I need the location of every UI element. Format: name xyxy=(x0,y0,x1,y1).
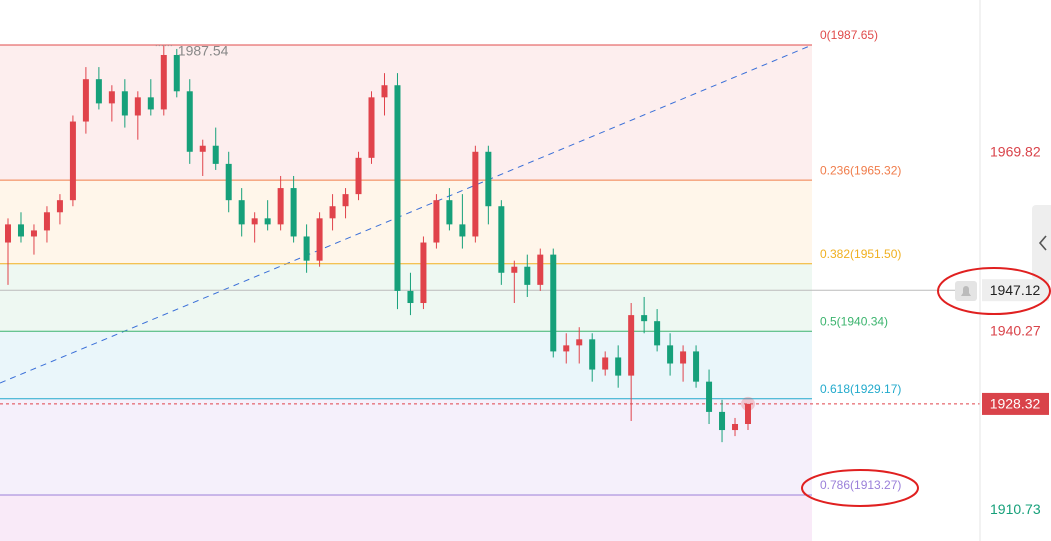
candle-body xyxy=(43,212,50,231)
candle-body xyxy=(602,357,609,370)
candle-body xyxy=(420,242,427,304)
price-axis: 0(1987.65) 0.236(1965.32) 0.382(1951.50) 0.… xyxy=(820,28,1049,517)
fib-label: 0(1987.65) xyxy=(820,28,878,42)
fib-band xyxy=(0,398,812,495)
candle-body xyxy=(121,91,128,116)
candle-body xyxy=(498,206,505,273)
candle-body xyxy=(147,97,154,110)
fib-band xyxy=(0,331,812,399)
candle-body xyxy=(17,224,24,237)
y-tick-label: 1910.73 xyxy=(990,501,1041,517)
price-label-bg xyxy=(982,392,1049,415)
candle-body xyxy=(368,97,375,158)
high-label: 1987.54 xyxy=(178,42,229,58)
trend-line xyxy=(0,44,813,384)
candle-body xyxy=(719,411,726,431)
candle-body xyxy=(394,85,401,291)
price-label: 1928.32 xyxy=(990,396,1041,412)
fib-bands xyxy=(0,45,812,541)
candle-body xyxy=(654,321,661,346)
candle-body xyxy=(511,266,518,273)
candle-body xyxy=(316,218,323,261)
candle-body xyxy=(342,194,349,207)
y-tick-label: 1940.27 xyxy=(990,322,1041,338)
fib-label: 0.618(1929.17) xyxy=(820,382,901,396)
candle-body xyxy=(225,163,232,201)
candle-body xyxy=(550,254,557,352)
candle-body xyxy=(433,200,440,243)
candle-body xyxy=(108,91,115,104)
candle-body xyxy=(407,290,414,304)
fib-label: 0.5(1940.34) xyxy=(820,314,888,328)
bell-icon xyxy=(961,286,971,296)
collapse-tab[interactable] xyxy=(1032,205,1051,280)
collapse-arrow xyxy=(1038,235,1047,251)
candle-body xyxy=(238,200,245,225)
candle-body xyxy=(680,351,687,364)
candle-body xyxy=(186,91,193,152)
candle-body xyxy=(459,224,466,237)
candle-body xyxy=(485,151,492,207)
fib-band xyxy=(0,180,812,264)
candle-body xyxy=(56,200,63,213)
fib-band xyxy=(0,45,812,181)
candle-body xyxy=(82,79,89,122)
candle-body xyxy=(641,315,648,322)
candle-body xyxy=(732,424,739,431)
candle-body xyxy=(537,254,544,285)
price-label: 1947.12 xyxy=(990,282,1041,298)
candle-body xyxy=(446,200,453,225)
fib-band xyxy=(0,263,812,332)
last-price-glow xyxy=(741,396,755,411)
candle-body xyxy=(264,218,271,225)
candle-body xyxy=(355,157,362,195)
fib-label: 0.786(1913.27) xyxy=(820,478,901,492)
candle-body xyxy=(615,357,622,376)
candle-body xyxy=(95,79,102,104)
candle-body xyxy=(199,145,206,152)
price-label-bg xyxy=(982,279,1049,302)
candle-body xyxy=(745,403,751,425)
candle-body xyxy=(134,97,141,116)
candle-body xyxy=(251,218,258,225)
candle-body xyxy=(589,339,596,370)
candle-body xyxy=(290,188,297,237)
fib-label: 0.236(1965.32) xyxy=(820,163,901,177)
candle-body xyxy=(381,85,388,98)
y-tick-label: 1969.82 xyxy=(990,144,1041,160)
candle-body xyxy=(30,230,37,237)
candle-body xyxy=(628,315,635,376)
candle-body xyxy=(5,224,11,243)
candle-body xyxy=(303,236,310,261)
candle-body xyxy=(173,54,180,92)
candle-body xyxy=(693,351,700,382)
candle-body xyxy=(524,266,531,285)
candle-body xyxy=(576,339,583,346)
highlight-ellipse xyxy=(801,469,919,507)
candle-body xyxy=(160,54,167,110)
candle-body xyxy=(472,151,479,237)
candle-body xyxy=(212,145,219,164)
candle-body xyxy=(69,121,76,201)
candle-body xyxy=(563,345,570,352)
candle-body xyxy=(277,188,284,225)
highlight-ellipse xyxy=(937,267,1051,315)
candle-body xyxy=(667,345,674,364)
fib-label: 0.382(1951.50) xyxy=(820,247,901,261)
fib-band xyxy=(0,494,812,541)
candle-body xyxy=(706,381,713,412)
plot: 1987.54 xyxy=(0,42,980,496)
candle-body xyxy=(329,206,336,219)
